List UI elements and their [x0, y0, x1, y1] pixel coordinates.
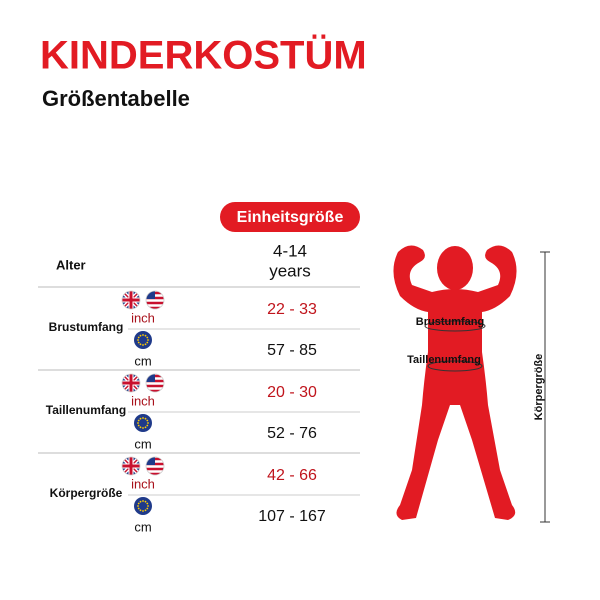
unit-label: inch — [131, 310, 155, 325]
unit-label: cm — [134, 436, 151, 451]
figure-label: Körpergröße — [533, 354, 545, 421]
size-value: 57 - 85 — [267, 342, 317, 359]
size-value: 52 - 76 — [267, 425, 317, 442]
unit-label: cm — [134, 519, 151, 534]
unit-label: inch — [131, 476, 155, 491]
row-label: Körpergröße — [50, 486, 123, 500]
unit-label: cm — [134, 353, 151, 368]
flag-icon — [121, 373, 141, 393]
measure-ring — [424, 320, 486, 332]
flag-icon — [121, 290, 141, 310]
figure-silhouette — [393, 245, 517, 521]
title: KINDERKOSTÜM — [40, 33, 367, 78]
flag-icon — [145, 456, 165, 476]
table-rows: Brustumfang inch cm 22 - 33 57 - 85 Taillenum… — [38, 286, 360, 534]
flag-icon — [121, 456, 141, 476]
flag-icon — [134, 497, 152, 515]
figure-label: Brustumfang — [416, 316, 484, 328]
age-label: Alter — [56, 257, 86, 272]
size-value: 107 - 167 — [258, 508, 326, 525]
flag-icon — [145, 373, 165, 393]
unit-label: inch — [131, 393, 155, 408]
flag-icon — [134, 414, 152, 432]
age-value: years — [269, 261, 311, 280]
subtitle: Größentabelle — [42, 86, 190, 111]
height-line — [540, 251, 550, 523]
row-label: Brustumfang — [49, 320, 124, 334]
size-value: 20 - 30 — [267, 384, 317, 401]
flag-icon — [134, 331, 152, 349]
row-label: Taillenumfang — [46, 403, 126, 417]
figure-label: Taillenumfang — [407, 354, 481, 366]
size-value: 42 - 66 — [267, 467, 317, 484]
size-badge — [220, 202, 360, 232]
size-label: Einheitsgröße — [237, 209, 344, 226]
measure-ring — [427, 360, 483, 372]
flag-icon — [145, 290, 165, 310]
size-value: 22 - 33 — [267, 301, 317, 318]
age-value: 4-14 — [273, 241, 307, 260]
